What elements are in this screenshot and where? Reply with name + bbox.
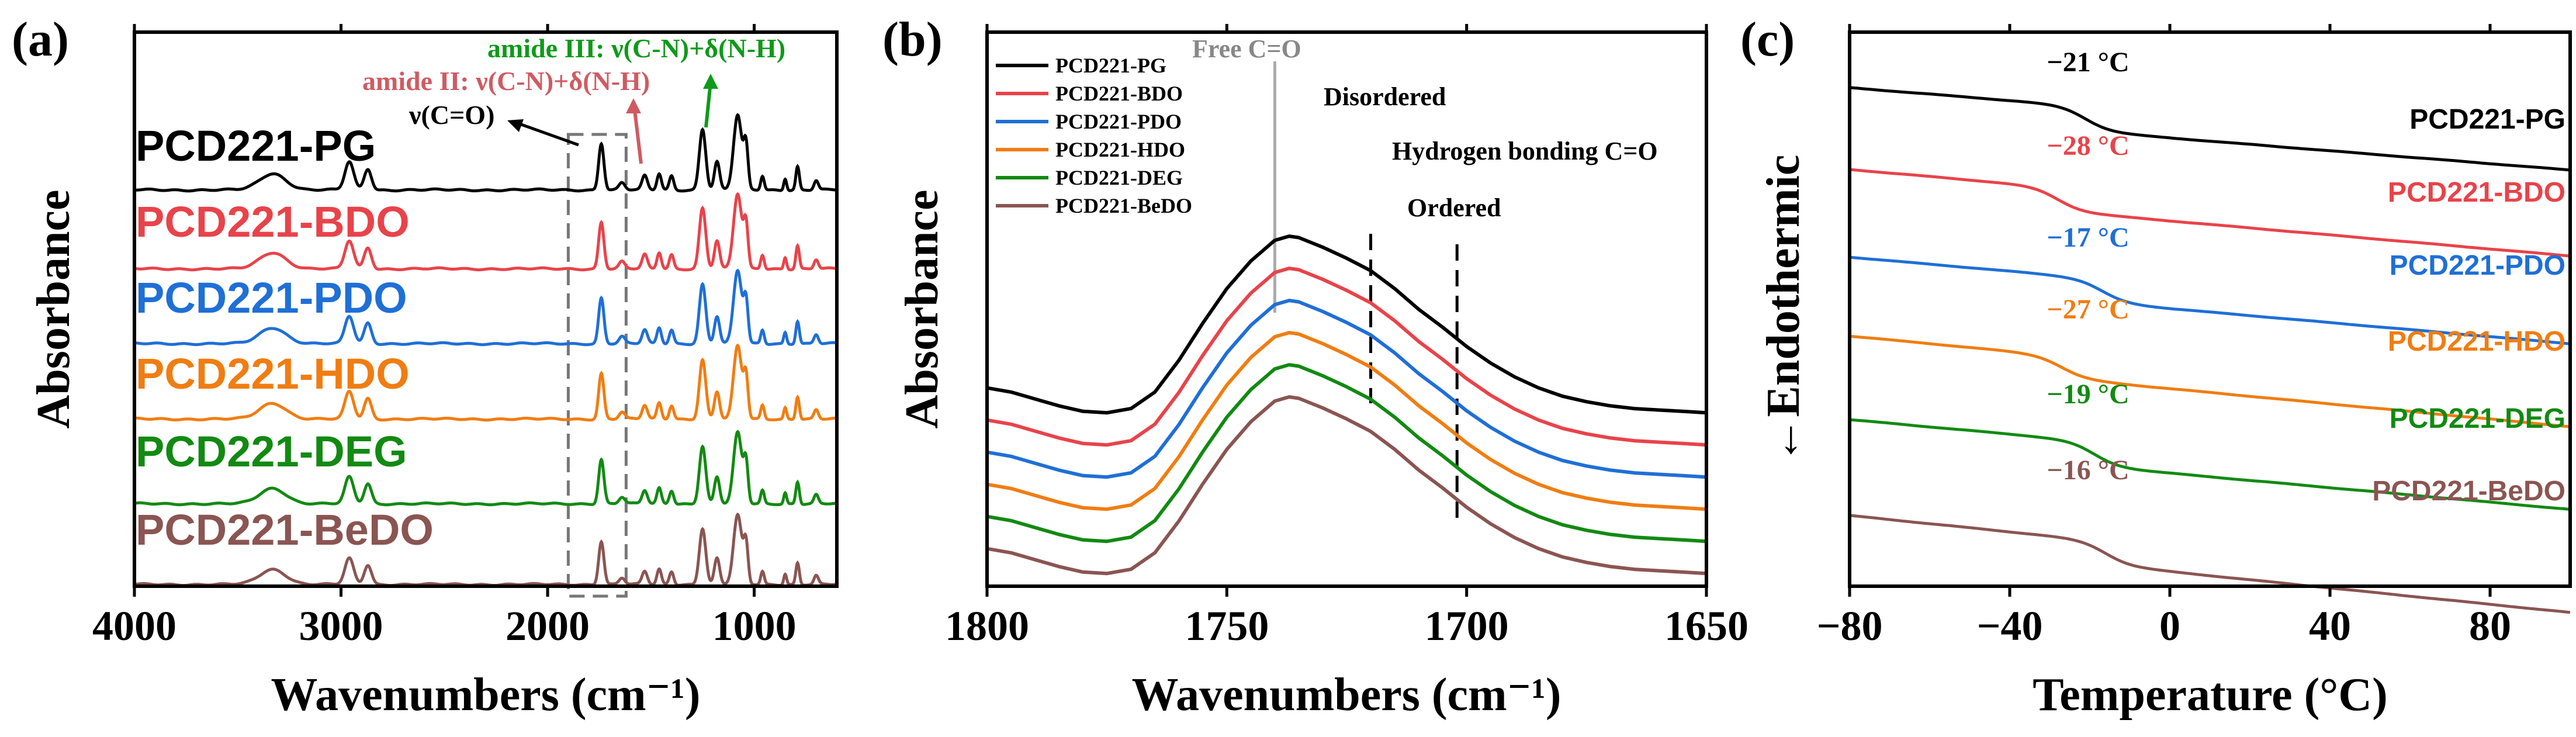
a-arrow-co-head: [507, 119, 524, 132]
a-annotation-amide3: amide III: ν(C-N)+δ(N-H): [487, 33, 785, 63]
b-series-PCD221-BeDO: [986, 395, 1707, 576]
a-arrow-amide2-head: [626, 98, 641, 113]
a-series-label-0: PCD221-PG: [136, 122, 376, 170]
panel-b: (b) PCD221-PGPCD221-BDOPCD221-PDOPCD221-…: [882, 12, 1749, 721]
a-x-tick-label-2: 2000: [505, 603, 590, 649]
panel-c-plot: −21 °C PCD221-PG −28 °C PCD221-BDO −17 °C PCD…: [1849, 47, 2571, 614]
a-annotation-amide2: amide II: ν(C-N)+δ(N-H): [362, 66, 650, 96]
a-series-label-4: PCD221-DEG: [136, 427, 407, 476]
c-series-label-5: PCD221-BeDO: [2372, 476, 2565, 507]
c-tg-label-2: −17 °C: [2047, 222, 2129, 253]
a-series-label-2: PCD221-PDO: [136, 274, 407, 322]
panel-a-label: (a): [12, 12, 69, 67]
b-legend-label-1: PCD221-BDO: [1055, 82, 1183, 105]
a-x-tick-label-3: 1000: [712, 603, 797, 649]
panel-b-plot: PCD221-PG PCD221-BDO PCD221-PDO PCD221-HDO P…: [986, 34, 1707, 576]
a-x-tick-label-0: 4000: [92, 603, 176, 649]
panel-b-axes-frame: [985, 30, 1708, 588]
a-x-tick-label-1: 3000: [299, 603, 383, 649]
c-series-PCD221-PDO: [1849, 255, 2571, 345]
a-highlight-box: [566, 133, 628, 598]
c-series-PCD221-DEG: [1849, 418, 2571, 511]
a-series-PCD221-PDO: [134, 268, 837, 347]
panel-b-x-ticks: 1800 1750 1700 1650: [945, 24, 1749, 649]
a-series-label-3: PCD221-HDO: [136, 350, 410, 398]
b-x-tick-label-1: 1750: [1185, 603, 1269, 649]
b-legend-label-5: PCD221-BeDO: [1055, 194, 1192, 217]
panel-a-xlabel: Wavenumbers (cm⁻¹): [271, 669, 701, 721]
panel-a-x-ticks: 4000 3000 2000 1000: [92, 24, 797, 649]
c-series-label-0: PCD221-PG: [2409, 104, 2565, 135]
panel-c-x-ticks: −80 −40 0 40 80: [1816, 24, 2511, 649]
b-series-PCD221-BDO: [986, 267, 1707, 447]
c-series-PCD221-BDO: [1849, 168, 2571, 258]
panel-c-label: (c): [1740, 12, 1795, 67]
b-series-PCD221-DEG: [986, 363, 1707, 544]
a-arrow-amide3-line: [704, 87, 712, 128]
b-x-tick-label-0: 1800: [945, 603, 1029, 649]
panel-c-xlabel: Temperature (°C): [2033, 669, 2387, 721]
b-legend-label-0: PCD221-PG: [1055, 54, 1166, 77]
c-series-PCD221-BeDO: [1849, 514, 2571, 614]
c-tg-label-4: −19 °C: [2047, 379, 2129, 410]
a-series-PCD221-PG: [134, 113, 837, 193]
a-series-PCD221-BDO: [134, 192, 837, 272]
b-series-PCD221-PG: [986, 234, 1707, 415]
a-series-PCD221-HDO: [134, 343, 837, 422]
b-legend-label-4: PCD221-DEG: [1055, 166, 1183, 189]
b-label-free: Free C=O: [1192, 34, 1301, 63]
panel-a-ylabel: Absorbance: [28, 190, 79, 429]
a-arrow-amide2-line: [633, 109, 643, 164]
c-tg-label-0: −21 °C: [2047, 47, 2129, 78]
c-x-tick-label-0: −80: [1816, 603, 1882, 649]
c-x-tick-label-1: −40: [1976, 603, 2042, 649]
a-series-label-1: PCD221-BDO: [136, 198, 410, 246]
b-label-disordered: Disordered: [1324, 82, 1446, 111]
panel-b-label: (b): [882, 12, 943, 67]
a-annotation-co: ν(C=O): [408, 100, 494, 130]
a-series-PCD221-DEG: [134, 430, 837, 507]
panel-c-ylabel: ←Endothermic: [1758, 155, 1809, 464]
panel-a: (a) PCD221-PGPCD221-BDOPCD221-PDOPCD221-…: [12, 12, 839, 721]
c-series-label-4: PCD221-DEG: [2390, 403, 2565, 434]
b-x-tick-label-3: 1650: [1664, 603, 1749, 649]
b-label-ordered: Ordered: [1407, 193, 1501, 222]
c-tg-label-3: −27 °C: [2047, 294, 2129, 325]
c-x-tick-label-2: 0: [2159, 603, 2180, 649]
b-series-PCD221-PDO: [986, 299, 1707, 479]
panel-b-xlabel: Wavenumbers (cm⁻¹): [1132, 669, 1561, 721]
c-x-tick-label-3: 40: [2309, 603, 2351, 649]
c-series-PCD221-PG: [1849, 86, 2571, 172]
c-series-PCD221-HDO: [1849, 334, 2571, 428]
c-tg-label-5: −16 °C: [2047, 455, 2129, 486]
panel-a-plot: PCD221-PG PCD221-BDO PCD221-PDO PCD221-HDO P…: [134, 33, 837, 598]
panel-c-axes-frame: [1848, 30, 2572, 588]
b-x-tick-label-2: 1700: [1425, 603, 1509, 649]
c-series-label-3: PCD221-HDO: [2388, 326, 2565, 357]
b-legend-label-2: PCD221-PDO: [1055, 110, 1182, 133]
a-arrow-co-line: [513, 120, 579, 147]
b-legend-label-3: PCD221-HDO: [1055, 138, 1185, 161]
b-label-hbond: Hydrogen bonding C=O: [1392, 137, 1658, 165]
c-tg-label-1: −28 °C: [2047, 130, 2129, 161]
b-series-PCD221-HDO: [986, 331, 1707, 511]
a-arrow-amide3-head: [703, 74, 718, 89]
c-series-label-2: PCD221-PDO: [2390, 250, 2565, 281]
panel-a-axes-frame: [133, 30, 839, 588]
c-x-tick-label-4: 80: [2469, 603, 2511, 649]
panel-c: (c) −21 °C PCD221-PG −28 °C PCD221-BDO −17 °…: [1740, 12, 2572, 721]
a-series-label-5: PCD221-BeDO: [136, 506, 434, 554]
panel-b-ylabel: Absorbance: [896, 190, 948, 429]
c-series-label-1: PCD221-BDO: [2388, 177, 2565, 208]
